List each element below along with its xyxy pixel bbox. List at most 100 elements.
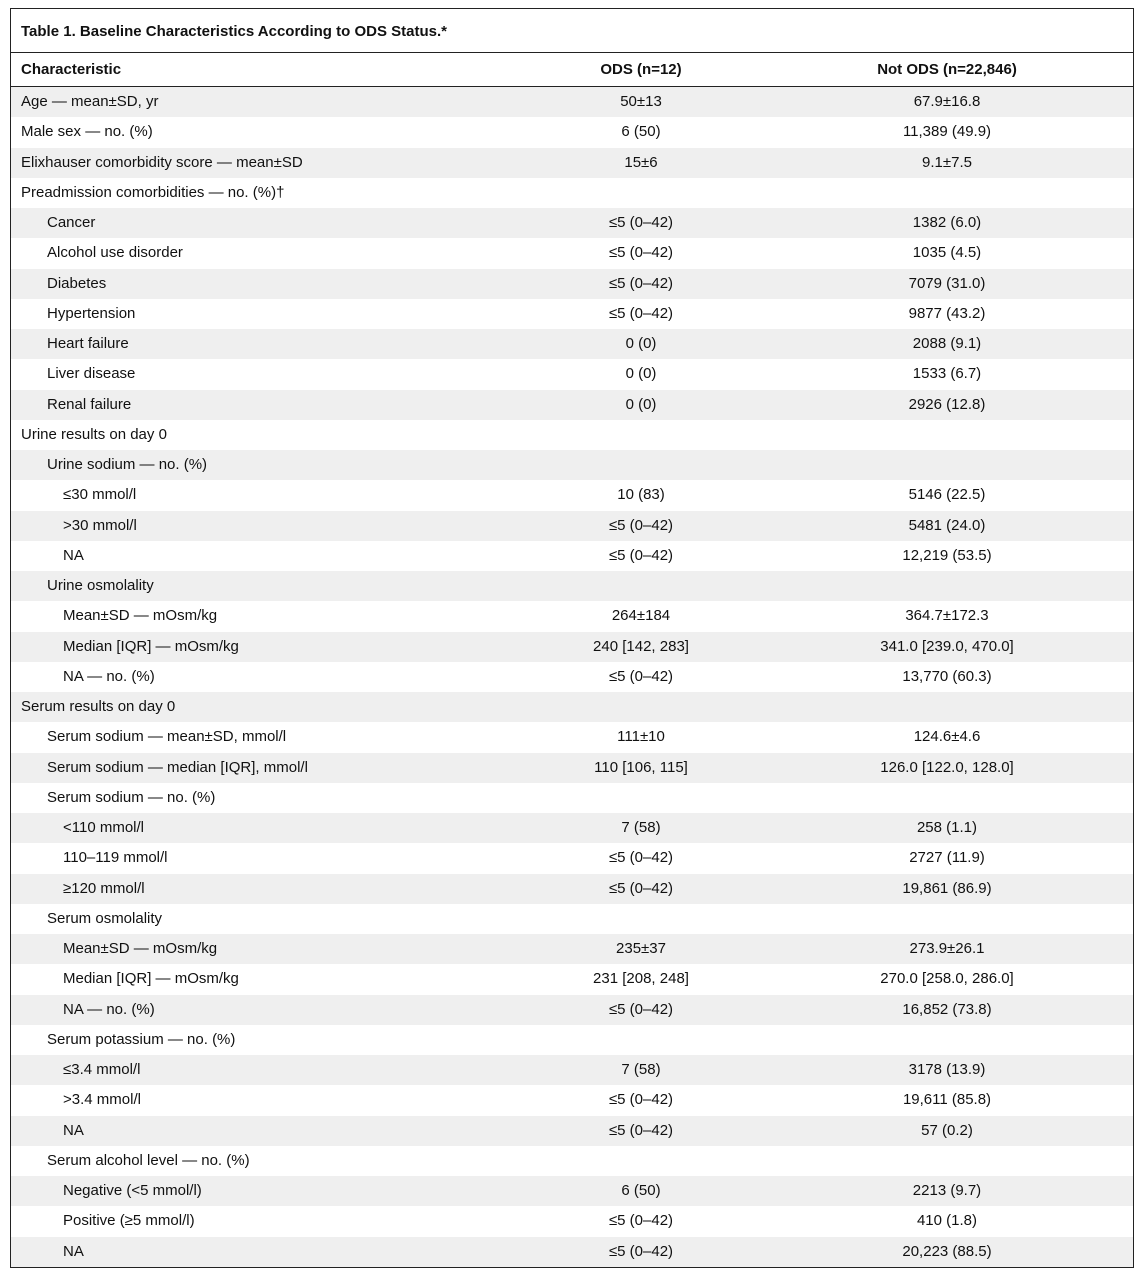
row-label: NA bbox=[11, 1242, 511, 1262]
row-label: Liver disease bbox=[11, 364, 511, 384]
table-row: Serum alcohol level — no. (%) bbox=[11, 1146, 1133, 1176]
row-label: Serum sodium — mean±SD, mmol/l bbox=[11, 727, 511, 747]
row-not-ods-value bbox=[771, 576, 1133, 596]
row-ods-value: 0 (0) bbox=[511, 395, 771, 415]
row-ods-value: ≤5 (0–42) bbox=[511, 274, 771, 294]
table-row: Median [IQR] — mOsm/kg240 [142, 283]341.… bbox=[11, 632, 1133, 662]
table-header-row: Characteristic ODS (n=12) Not ODS (n=22,… bbox=[11, 53, 1133, 87]
row-ods-value: 7 (58) bbox=[511, 818, 771, 838]
row-ods-value bbox=[511, 455, 771, 475]
table-row: Heart failure0 (0)2088 (9.1) bbox=[11, 329, 1133, 359]
row-not-ods-value: 1533 (6.7) bbox=[771, 364, 1133, 384]
row-ods-value: ≤5 (0–42) bbox=[511, 848, 771, 868]
row-ods-value: 7 (58) bbox=[511, 1060, 771, 1080]
table-row: Serum results on day 0 bbox=[11, 692, 1133, 722]
row-label: ≥120 mmol/l bbox=[11, 879, 511, 899]
table-row: Serum potassium — no. (%) bbox=[11, 1025, 1133, 1055]
row-ods-value: 15±6 bbox=[511, 153, 771, 173]
table-row: Preadmission comorbidities — no. (%)† bbox=[11, 178, 1133, 208]
table-row: ≤30 mmol/l10 (83)5146 (22.5) bbox=[11, 480, 1133, 510]
row-label: >3.4 mmol/l bbox=[11, 1090, 511, 1110]
table-row: Mean±SD — mOsm/kg264±184364.7±172.3 bbox=[11, 601, 1133, 631]
row-not-ods-value: 126.0 [122.0, 128.0] bbox=[771, 758, 1133, 778]
table-row: Serum sodium — no. (%) bbox=[11, 783, 1133, 813]
row-label: Mean±SD — mOsm/kg bbox=[11, 939, 511, 959]
col-header-characteristic: Characteristic bbox=[11, 61, 511, 78]
row-ods-value: 111±10 bbox=[511, 727, 771, 747]
row-ods-value: ≤5 (0–42) bbox=[511, 213, 771, 233]
row-ods-value: ≤5 (0–42) bbox=[511, 879, 771, 899]
table-row: Cancer≤5 (0–42)1382 (6.0) bbox=[11, 208, 1133, 238]
row-not-ods-value: 124.6±4.6 bbox=[771, 727, 1133, 747]
table-row: Urine results on day 0 bbox=[11, 420, 1133, 450]
table-row: Negative (<5 mmol/l)6 (50)2213 (9.7) bbox=[11, 1176, 1133, 1206]
row-not-ods-value: 273.9±26.1 bbox=[771, 939, 1133, 959]
row-label: Mean±SD — mOsm/kg bbox=[11, 606, 511, 626]
row-label: Preadmission comorbidities — no. (%)† bbox=[11, 183, 511, 203]
row-label: ≤3.4 mmol/l bbox=[11, 1060, 511, 1080]
row-label: Urine results on day 0 bbox=[11, 425, 511, 445]
row-label: NA — no. (%) bbox=[11, 1000, 511, 1020]
table-row: Urine sodium — no. (%) bbox=[11, 450, 1133, 480]
row-label: ≤30 mmol/l bbox=[11, 485, 511, 505]
row-ods-value: ≤5 (0–42) bbox=[511, 546, 771, 566]
row-label: Serum sodium — no. (%) bbox=[11, 788, 511, 808]
row-not-ods-value bbox=[771, 1151, 1133, 1171]
row-ods-value bbox=[511, 1030, 771, 1050]
table-row: Serum sodium — median [IQR], mmol/l110 [… bbox=[11, 753, 1133, 783]
row-not-ods-value bbox=[771, 425, 1133, 445]
table-row: Male sex — no. (%)6 (50)11,389 (49.9) bbox=[11, 117, 1133, 147]
row-not-ods-value bbox=[771, 909, 1133, 929]
row-not-ods-value: 9877 (43.2) bbox=[771, 304, 1133, 324]
row-ods-value bbox=[511, 576, 771, 596]
row-label: Alcohol use disorder bbox=[11, 243, 511, 263]
row-label: Elixhauser comorbidity score — mean±SD bbox=[11, 153, 511, 173]
row-not-ods-value: 270.0 [258.0, 286.0] bbox=[771, 969, 1133, 989]
table-row: 110–119 mmol/l≤5 (0–42)2727 (11.9) bbox=[11, 843, 1133, 873]
row-label: Serum sodium — median [IQR], mmol/l bbox=[11, 758, 511, 778]
row-ods-value: 264±184 bbox=[511, 606, 771, 626]
row-not-ods-value: 2213 (9.7) bbox=[771, 1181, 1133, 1201]
row-ods-value: 0 (0) bbox=[511, 364, 771, 384]
row-ods-value bbox=[511, 788, 771, 808]
row-label: Median [IQR] — mOsm/kg bbox=[11, 637, 511, 657]
row-ods-value: 6 (50) bbox=[511, 122, 771, 142]
table-row: Alcohol use disorder≤5 (0–42)1035 (4.5) bbox=[11, 238, 1133, 268]
table-row: NA — no. (%)≤5 (0–42)16,852 (73.8) bbox=[11, 995, 1133, 1025]
row-not-ods-value: 3178 (13.9) bbox=[771, 1060, 1133, 1080]
table-row: ≤3.4 mmol/l7 (58)3178 (13.9) bbox=[11, 1055, 1133, 1085]
row-not-ods-value: 5481 (24.0) bbox=[771, 516, 1133, 536]
row-label: NA — no. (%) bbox=[11, 667, 511, 687]
table-frame: Table 1. Baseline Characteristics Accord… bbox=[10, 8, 1134, 1268]
table-body: Age — mean±SD, yr50±1367.9±16.8Male sex … bbox=[11, 87, 1133, 1267]
table-row: Serum osmolality bbox=[11, 904, 1133, 934]
row-label: Median [IQR] — mOsm/kg bbox=[11, 969, 511, 989]
row-label: Renal failure bbox=[11, 395, 511, 415]
table-row: NA≤5 (0–42)12,219 (53.5) bbox=[11, 541, 1133, 571]
row-ods-value: 240 [142, 283] bbox=[511, 637, 771, 657]
row-not-ods-value: 19,611 (85.8) bbox=[771, 1090, 1133, 1110]
row-not-ods-value bbox=[771, 697, 1133, 717]
row-ods-value: ≤5 (0–42) bbox=[511, 1000, 771, 1020]
row-not-ods-value: 1035 (4.5) bbox=[771, 243, 1133, 263]
table-row: Hypertension≤5 (0–42)9877 (43.2) bbox=[11, 299, 1133, 329]
row-not-ods-value: 16,852 (73.8) bbox=[771, 1000, 1133, 1020]
row-label: 110–119 mmol/l bbox=[11, 848, 511, 868]
row-ods-value: 231 [208, 248] bbox=[511, 969, 771, 989]
row-ods-value: 6 (50) bbox=[511, 1181, 771, 1201]
row-ods-value bbox=[511, 183, 771, 203]
row-ods-value: 235±37 bbox=[511, 939, 771, 959]
row-label: Serum results on day 0 bbox=[11, 697, 511, 717]
row-label: Hypertension bbox=[11, 304, 511, 324]
row-label: Male sex — no. (%) bbox=[11, 122, 511, 142]
row-not-ods-value: 2727 (11.9) bbox=[771, 848, 1133, 868]
table-row: Median [IQR] — mOsm/kg231 [208, 248]270.… bbox=[11, 964, 1133, 994]
row-not-ods-value: 67.9±16.8 bbox=[771, 92, 1133, 112]
row-not-ods-value: 19,861 (86.9) bbox=[771, 879, 1133, 899]
row-label: >30 mmol/l bbox=[11, 516, 511, 536]
table-row: NA≤5 (0–42)57 (0.2) bbox=[11, 1116, 1133, 1146]
row-ods-value bbox=[511, 425, 771, 445]
row-ods-value: 50±13 bbox=[511, 92, 771, 112]
row-ods-value: ≤5 (0–42) bbox=[511, 1211, 771, 1231]
table-row: >30 mmol/l≤5 (0–42)5481 (24.0) bbox=[11, 511, 1133, 541]
